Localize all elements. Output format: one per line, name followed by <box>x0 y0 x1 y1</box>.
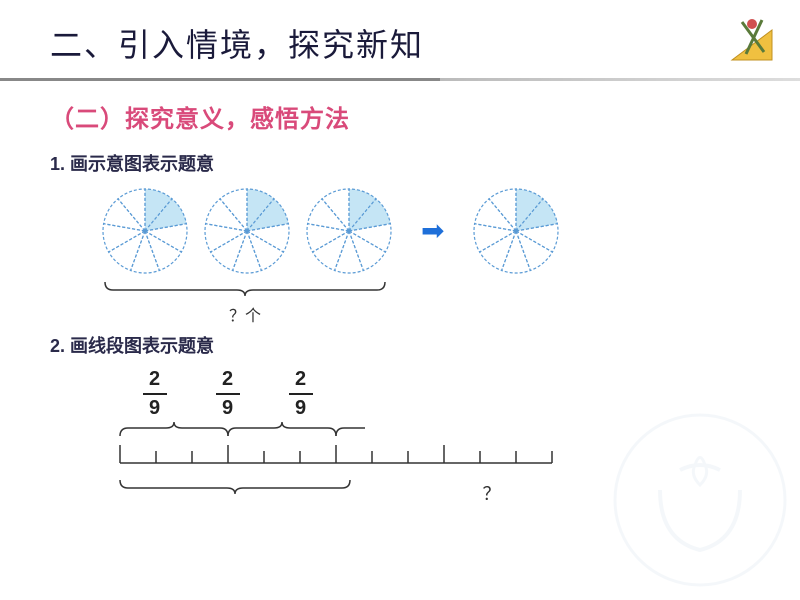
pie-chart <box>471 186 561 276</box>
fraction-bar <box>216 393 240 395</box>
pie-chart <box>202 186 292 276</box>
page-title: 二、引入情境，探究新知 <box>50 20 750 66</box>
divider <box>0 78 800 81</box>
fraction: 2 9 <box>191 368 264 420</box>
fraction-num: 2 <box>295 368 306 390</box>
subtitle: （二）探究意义，感悟方法 <box>50 99 750 134</box>
arrow-icon: ➡ <box>421 214 444 248</box>
fraction-den: 9 <box>149 397 160 419</box>
fraction-num: 2 <box>149 368 160 390</box>
watermark-icon <box>610 410 790 590</box>
pies-brace-label: ？个 <box>229 308 261 325</box>
fraction-den: 9 <box>222 397 233 419</box>
big-brace-label: ？ <box>369 480 614 506</box>
fraction-den: 9 <box>295 397 306 419</box>
section1-label: 1. 画示意图表示题意 <box>50 150 750 176</box>
fraction: 2 9 <box>118 368 191 420</box>
pie-chart <box>304 186 394 276</box>
section2-label: 2. 画线段图表示题意 <box>50 332 750 358</box>
fraction: 2 9 <box>264 368 337 420</box>
fraction-num: 2 <box>222 368 233 390</box>
pies-row: ➡ <box>100 186 750 276</box>
pies-brace: ？个 <box>100 280 390 326</box>
fraction-bar <box>289 393 313 395</box>
corner-icon <box>724 12 780 68</box>
fraction-bar <box>143 393 167 395</box>
pie-chart <box>100 186 190 276</box>
